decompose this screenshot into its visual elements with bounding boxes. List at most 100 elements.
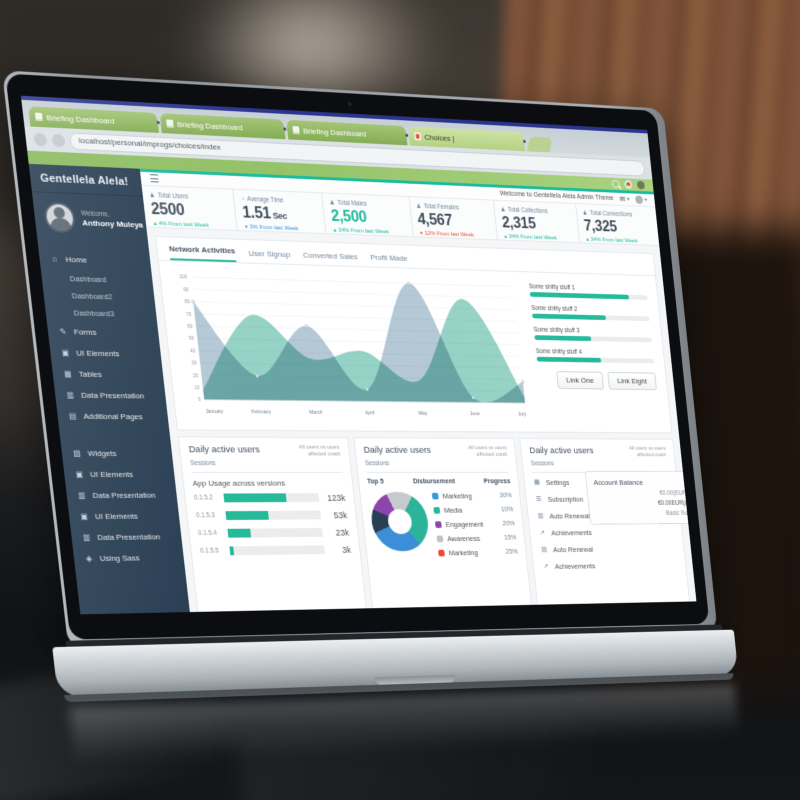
- usage-heading: App Usage across versions: [192, 478, 286, 488]
- profile-extension-icon[interactable]: [636, 180, 646, 190]
- progress-track: [536, 356, 655, 364]
- sass-icon: ◈: [85, 554, 93, 564]
- balance-line: €0.00EUR(c): [657, 500, 690, 507]
- top5-table-header: Top 5 Disbursement Progress: [367, 478, 511, 485]
- progress-group-some-shitty-stuff-3: Some shitty stuff 3: [533, 327, 652, 343]
- svg-text:May: May: [418, 411, 428, 417]
- data-icon: ▥: [82, 533, 91, 543]
- sidebar-menu-secondary: ▧ Widgets ▣ UI Elements ▥ Data Presentation ▣ U…: [60, 437, 185, 570]
- sidebar-item-additional-pages[interactable]: ▤ Additional Pages: [56, 406, 169, 428]
- stat-label-text: Average Time: [246, 196, 284, 205]
- brand-title: Gentellela Alela!: [28, 163, 143, 197]
- svg-text:January: January: [205, 409, 224, 415]
- balance-line: €0.00(EUR): [659, 490, 689, 497]
- arrow-up-icon: ▲: [585, 236, 591, 243]
- sidebar-item-label: Widgets: [87, 448, 117, 458]
- chevron-down-icon: ▾: [644, 197, 648, 204]
- usage-value: 3k: [341, 544, 352, 555]
- screen: Briefing Dashboard Briefing Dashboard Brie…: [20, 95, 697, 615]
- card-title: Daily active users: [188, 444, 261, 456]
- sidebar-item-ui-elements[interactable]: ▣ UI Elements: [68, 506, 180, 528]
- sidebar-item-using-sass[interactable]: ◈ Using Sass: [73, 547, 185, 569]
- tab-network-activities[interactable]: Network Activities: [168, 244, 237, 263]
- progress-fill: [531, 313, 606, 321]
- legend-label: Media: [443, 505, 463, 515]
- arrow-up-icon: ▲: [152, 220, 158, 228]
- stat-delta: ▲34% From last Week: [333, 228, 407, 236]
- legend-swatch: [433, 506, 440, 514]
- menu-toggle-icon[interactable]: ☰: [148, 173, 160, 186]
- sidebar-item-label: Additional Pages: [83, 411, 144, 422]
- balance-title: Account Balance: [593, 478, 644, 487]
- sidebar-item-widgets[interactable]: ▧ Widgets: [61, 443, 173, 464]
- user-dropdown[interactable]: ▾: [634, 195, 648, 205]
- progress-label: Some shitty stuff 3: [533, 326, 580, 335]
- forward-button[interactable]: [51, 133, 66, 147]
- stat-delta: ▲34% From last Week: [503, 234, 573, 242]
- stat-delta: ▼3% From last Week: [244, 224, 320, 233]
- svg-text:50: 50: [189, 336, 195, 342]
- settings-card: Daily active users All users vs users af…: [519, 438, 697, 615]
- settings-item-achievements[interactable]: ↗ Achievements: [538, 527, 675, 537]
- usage-version: 0.1.5.2: [193, 494, 214, 502]
- sidebar-item-tables[interactable]: ▦ Tables: [52, 363, 165, 386]
- progress-track: [534, 335, 652, 343]
- dashboard: Gentellela Alela! Welcome, Anthony Muley…: [28, 163, 697, 615]
- clock-icon: ◔: [240, 196, 245, 203]
- stat-tile-average-time: ◔ Average Time 1.51Sec ▼3% From last Week: [232, 189, 326, 234]
- search-icon[interactable]: [611, 179, 620, 189]
- sidebar-item-label: Home: [65, 254, 88, 265]
- svg-text:February: February: [251, 409, 272, 415]
- button-link-one[interactable]: Link One: [556, 371, 604, 390]
- tab-converted-sales[interactable]: Converted Sales: [302, 250, 359, 262]
- new-tab-button[interactable]: [527, 136, 553, 153]
- panel-icon: ▥: [537, 513, 544, 520]
- sidebar-item-data-presentation[interactable]: ▥ Data Presentation: [66, 485, 178, 506]
- svg-text:June: June: [470, 411, 481, 417]
- progress-list: Some shitty stuff 1 Some shitty stuff 2 So…: [529, 284, 655, 364]
- column-disbursement: Disbursement: [412, 478, 456, 485]
- stat-tile-total-collections: ♟ Total Collections 2,315 ▲34% From last We…: [492, 200, 580, 243]
- laptop-lid: Briefing Dashboard Briefing Dashboard Brie…: [1, 70, 718, 649]
- sidebar-item-label: Data Presentation: [96, 532, 161, 542]
- messages-dropdown[interactable]: ✉ ▾: [619, 195, 630, 204]
- usage-row-0-1-5-4: 0.1.5.4 23k: [198, 527, 349, 538]
- settings-item-auto-renewal[interactable]: ▥ Auto Renewal: [540, 544, 677, 554]
- card-subtitle: Sessions: [189, 459, 216, 467]
- sidebar-item-forms[interactable]: ✎ Forms: [47, 321, 160, 344]
- legend-row-awareness: Awareness 15%: [436, 533, 517, 543]
- tab-profit-made[interactable]: Profit Made: [369, 252, 408, 263]
- home-icon: ⌂: [51, 254, 58, 264]
- settings-item-achievements[interactable]: ↗ Achievements: [542, 560, 679, 570]
- chrome-extension-icon[interactable]: [624, 180, 633, 189]
- sidebar-item-ui-elements[interactable]: ▣ UI Elements: [63, 464, 175, 485]
- sidebar-item-data-presentation[interactable]: ▥ Data Presentation: [54, 384, 167, 406]
- trend-icon: ↗: [543, 563, 549, 571]
- legend-percent: 25%: [505, 548, 519, 556]
- sidebar-item-data-presentation[interactable]: ▥ Data Presentation: [70, 526, 182, 548]
- tab-user-signup[interactable]: User Signup: [248, 248, 291, 260]
- sidebar-item-ui-elements[interactable]: ▣ UI Elements: [49, 342, 162, 365]
- stat-delta-text: 34% From last Week: [508, 234, 558, 242]
- data-icon: ▥: [77, 491, 86, 501]
- back-button[interactable]: [33, 132, 48, 147]
- user-name: Anthony Muleya: [81, 217, 144, 230]
- stat-delta: ▼12% From last Week: [419, 231, 491, 239]
- screen-bezel: Briefing Dashboard Briefing Dashboard Brie…: [5, 73, 710, 640]
- sidebar-menu-primary: ⌂ Home Dashboard Dashboard2 Dashboard3 ✎ Forms…: [38, 242, 169, 427]
- tab-label: Choices |: [423, 132, 455, 143]
- stat-tile-total-connections: ♟ Total Connections 7,325 ▲34% From last We…: [575, 203, 660, 246]
- account-balance-card: Account Balance €0.00(EUR) €0.00EUR(c) B…: [584, 470, 697, 525]
- button-link-eight[interactable]: Link Eight: [607, 371, 657, 391]
- stat-value: 4,567: [416, 211, 454, 230]
- progress-group-some-shitty-stuff-1: Some shitty stuff 1: [529, 284, 648, 300]
- sidebar-item-label: Tables: [78, 369, 103, 379]
- list-icon: ☰: [535, 496, 542, 503]
- stat-value: 2500: [150, 200, 186, 220]
- webcam-icon: [347, 101, 352, 106]
- progress-fill: [536, 356, 601, 363]
- legend-percent: 30%: [499, 492, 513, 499]
- sidebar-item-label: Data Presentation: [80, 390, 145, 401]
- tab-favicon-icon: [414, 132, 422, 141]
- stat-delta: ▲34% From last Week: [585, 237, 653, 245]
